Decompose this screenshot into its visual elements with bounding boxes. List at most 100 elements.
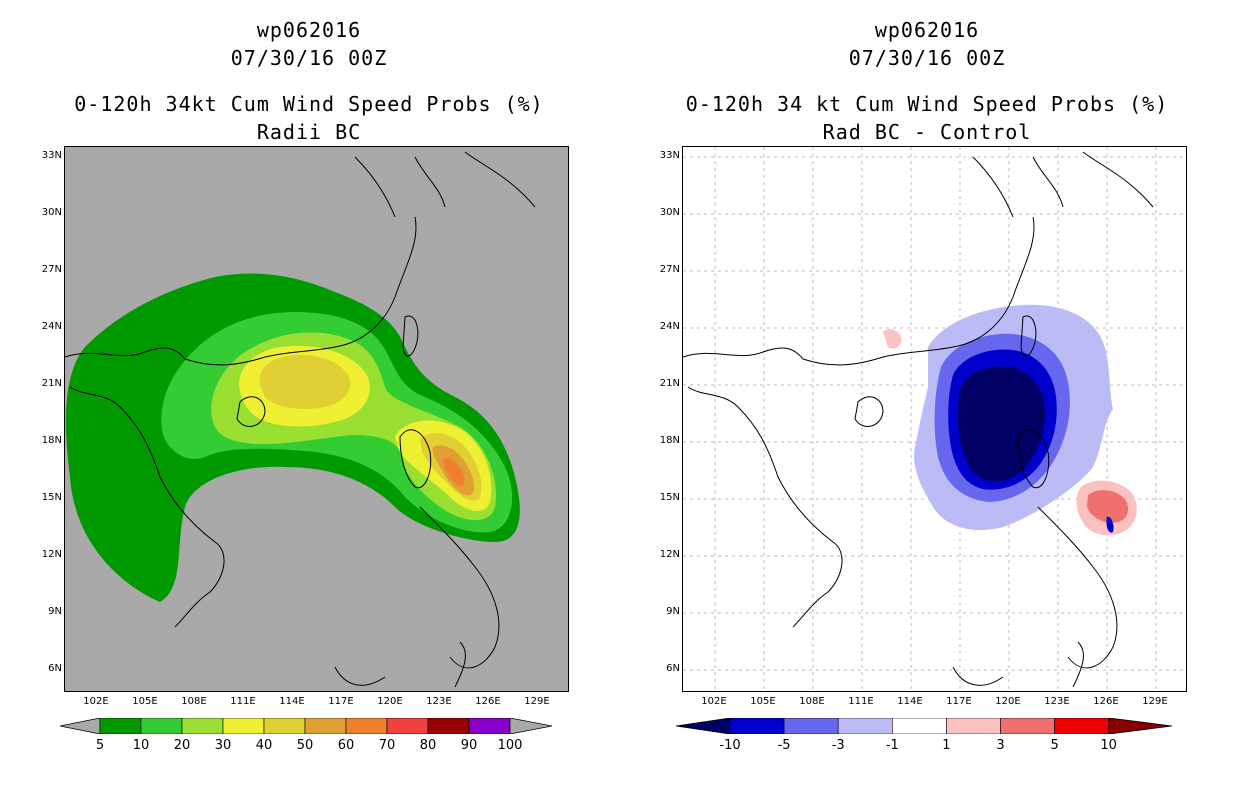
lon-label: 126E — [1093, 696, 1119, 707]
colorbar-swatch — [304, 718, 347, 734]
colorbar-label: 10 — [1100, 738, 1117, 753]
forecast-time: 07/30/16 00Z — [848, 46, 1006, 70]
lon-label: 111E — [230, 696, 256, 707]
colorbar-swatch — [892, 718, 947, 734]
lon-label: 129E — [524, 696, 550, 707]
colorbar-swatch — [140, 718, 183, 734]
lat-label: 27N — [41, 264, 62, 275]
colorbar-label: -10 — [719, 738, 741, 753]
lon-label: 102E — [83, 696, 109, 707]
colorbar-swatch — [783, 718, 839, 734]
lat-label: 30N — [41, 207, 62, 218]
colorbar-swatch — [946, 718, 1001, 734]
colorbar-swatch — [468, 718, 511, 734]
colorbar-label: 1 — [942, 738, 951, 753]
lat-label: 9N — [666, 606, 680, 617]
colorbar-low-arrow — [60, 718, 101, 734]
lon-label: 102E — [701, 696, 727, 707]
lon-label: 126E — [475, 696, 501, 707]
probability-colorbar — [60, 718, 552, 734]
lat-label: 21N — [659, 378, 680, 389]
lat-label: 6N — [48, 663, 62, 674]
colorbar-label: 70 — [378, 738, 396, 753]
lon-label: 123E — [1044, 696, 1070, 707]
contour-pos1b — [883, 329, 902, 349]
probability-map — [64, 146, 569, 692]
coastlines — [65, 151, 536, 688]
difference-colorbar — [676, 718, 1172, 734]
lon-label: 117E — [328, 696, 354, 707]
difference-contours — [883, 304, 1137, 536]
lon-label: 114E — [279, 696, 305, 707]
coastlines — [683, 151, 1154, 688]
colorbar-label: 60 — [337, 738, 355, 753]
lat-label: 15N — [41, 492, 62, 503]
lon-label: 114E — [897, 696, 923, 707]
lon-label: 129E — [1142, 696, 1168, 707]
colorbar-label: 10 — [132, 738, 150, 753]
colorbar-swatch — [427, 718, 470, 734]
lat-label: 15N — [659, 492, 680, 503]
colorbar-label: 80 — [419, 738, 437, 753]
forecast-time: 07/30/16 00Z — [230, 46, 388, 70]
storm-id: wp062016 — [256, 18, 362, 42]
colorbar-swatch — [729, 718, 785, 734]
colorbar-label: 90 — [460, 738, 478, 753]
contour-neg-small — [1106, 516, 1114, 533]
colorbar-high-arrow — [509, 718, 552, 734]
colorbar-label: 5 — [95, 738, 105, 753]
left-panel: wp062016 07/30/16 00Z 0-120h 34kt Cum Wi… — [60, 18, 569, 753]
lat-label: 30N — [659, 207, 680, 218]
colorbar-swatch — [837, 718, 893, 734]
plot-title: 0-120h 34kt Cum Wind Speed Probs (%) — [74, 92, 544, 116]
colorbar-label: 30 — [214, 738, 232, 753]
lon-label: 105E — [132, 696, 158, 707]
lat-label: 33N — [41, 150, 62, 161]
contour-pos3 — [1087, 490, 1129, 523]
colorbar-label: 3 — [996, 738, 1005, 753]
lon-label: 120E — [995, 696, 1021, 707]
right-panel: wp062016 07/30/16 00Z 0-120h 34 kt Cum W… — [618, 0, 1236, 800]
lon-label: 120E — [377, 696, 403, 707]
lat-label: 18N — [41, 435, 62, 446]
lon-label: 108E — [799, 696, 825, 707]
lat-label: 18N — [659, 435, 680, 446]
colorbar-high-arrow — [1108, 718, 1172, 734]
contour-neg10 — [958, 366, 1045, 482]
lat-label: 33N — [659, 150, 680, 161]
colorbar-swatch — [345, 718, 388, 734]
colorbar-swatch — [99, 718, 142, 734]
colorbar-swatch — [1000, 718, 1055, 734]
colorbar-swatch — [386, 718, 429, 734]
colorbar-label: 40 — [255, 738, 273, 753]
lat-label: 21N — [41, 378, 62, 389]
probability-contours — [65, 273, 520, 602]
lon-label: 123E — [426, 696, 452, 707]
lon-label: 117E — [946, 696, 972, 707]
lat-label: 27N — [659, 264, 680, 275]
lon-label: 111E — [848, 696, 874, 707]
colorbar-label: 100 — [497, 738, 523, 753]
contour-40 — [259, 354, 482, 501]
plot-title: 0-120h 34 kt Cum Wind Speed Probs (%) — [685, 92, 1169, 116]
lon-label: 108E — [181, 696, 207, 707]
colorbar-swatch — [181, 718, 224, 734]
colorbar-swatch — [1054, 718, 1110, 734]
colorbar-label: 5 — [1050, 738, 1059, 753]
colorbar-low-arrow — [676, 718, 731, 734]
lat-label: 12N — [659, 549, 680, 560]
colorbar-label: -5 — [777, 738, 791, 753]
colorbar-label: -1 — [885, 738, 899, 753]
colorbar-label: 50 — [296, 738, 314, 753]
difference-map — [682, 146, 1187, 692]
lat-label: 24N — [41, 321, 62, 332]
plot-subtitle: Radii BC — [256, 120, 362, 144]
lon-label: 105E — [750, 696, 776, 707]
lat-label: 24N — [659, 321, 680, 332]
lat-label: 9N — [48, 606, 62, 617]
contour-60 — [443, 457, 465, 487]
lat-label: 6N — [666, 663, 680, 674]
colorbar-label: -3 — [831, 738, 845, 753]
colorbar-swatch — [263, 718, 306, 734]
colorbar-label: 20 — [173, 738, 191, 753]
